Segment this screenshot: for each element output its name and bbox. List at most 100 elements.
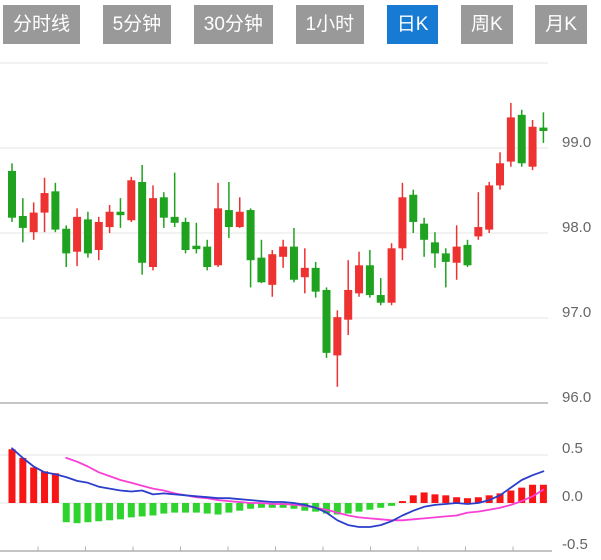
- macd-bar: [463, 498, 471, 503]
- price-axis-labels: 99.0 98.0 97.0 96.0: [562, 134, 591, 406]
- tab-daily-k[interactable]: 日K: [386, 5, 439, 44]
- candle-body: [387, 248, 396, 303]
- macd-bar: [182, 503, 190, 513]
- macd-bar: [106, 503, 114, 521]
- candle-body: [159, 197, 168, 218]
- candle-body: [289, 246, 298, 280]
- candle-body: [148, 198, 157, 267]
- svg-text:97.0: 97.0: [562, 304, 591, 321]
- candle-body: [105, 211, 114, 228]
- candle-body: [83, 219, 92, 254]
- candle-body: [452, 246, 461, 263]
- candle-body: [257, 257, 266, 283]
- macd-bar: [333, 503, 341, 515]
- macd-bar: [507, 490, 515, 503]
- macd-bar: [420, 492, 428, 503]
- macd-bar: [496, 493, 504, 503]
- macd-bar: [19, 457, 27, 503]
- svg-text:0.5: 0.5: [562, 440, 583, 457]
- macd-bar: [214, 503, 222, 515]
- candle-body: [311, 267, 320, 292]
- macd-bar: [116, 503, 124, 520]
- svg-text:0.0: 0.0: [562, 488, 583, 505]
- candle-body: [127, 180, 136, 221]
- candle-body: [40, 193, 49, 213]
- candle-body: [18, 216, 27, 228]
- candle-body: [376, 295, 385, 303]
- macd-histogram: [8, 449, 547, 524]
- macd-bar: [95, 503, 103, 522]
- candle-body: [29, 212, 38, 233]
- macd-bar: [453, 497, 461, 503]
- candle-body: [485, 185, 494, 230]
- candle-body: [8, 170, 16, 218]
- candle-body: [203, 246, 212, 267]
- tab-weekly-k[interactable]: 周K: [460, 5, 513, 44]
- macd-bar: [355, 503, 363, 512]
- macd-bar: [279, 503, 287, 508]
- tab-1hour[interactable]: 1小时: [295, 5, 365, 44]
- candle-body: [73, 216, 82, 252]
- macd-bar: [51, 473, 59, 503]
- macd-bar: [41, 471, 49, 503]
- macd-bar: [344, 503, 352, 514]
- tab-5min[interactable]: 5分钟: [102, 5, 172, 44]
- dif-line: [11, 447, 545, 528]
- tab-monthly-k[interactable]: 月K: [535, 5, 587, 44]
- candle-body: [528, 126, 537, 167]
- candle-body: [192, 245, 201, 250]
- macd-bar: [529, 484, 537, 503]
- macd-bar: [366, 503, 374, 510]
- macd-bar: [30, 467, 38, 503]
- dea-line-group: [65, 456, 545, 522]
- timeframe-tabbar: 分时线 5分钟 30分钟 1小时 日K 周K 月K: [3, 5, 587, 44]
- candle-body: [170, 216, 179, 223]
- macd-gridlines: [0, 454, 548, 504]
- macd-bar: [225, 503, 233, 513]
- candle-series: [8, 102, 548, 387]
- tab-30min[interactable]: 30分钟: [193, 5, 273, 44]
- macd-bar: [268, 503, 276, 508]
- candle-body: [474, 227, 483, 237]
- macd-bar: [518, 487, 526, 503]
- candle-body: [517, 114, 526, 164]
- macd-bar: [236, 503, 244, 511]
- macd-bar: [203, 503, 211, 514]
- candle-body: [409, 194, 418, 222]
- macd-bar: [8, 449, 16, 503]
- macd-bar: [138, 503, 146, 517]
- macd-bar: [171, 503, 179, 513]
- x-axis: [0, 546, 552, 552]
- svg-text:96.0: 96.0: [562, 389, 591, 406]
- candle-body: [214, 208, 223, 266]
- macd-bar: [84, 503, 92, 523]
- macd-bar: [290, 503, 298, 509]
- candle-body: [224, 210, 233, 228]
- macd-axis-labels: 0.5 0.0 -0.5: [562, 440, 588, 553]
- tab-time-line[interactable]: 分时线: [3, 5, 81, 44]
- macd-bar: [442, 495, 450, 503]
- macd-bar: [257, 503, 265, 508]
- candle-body: [344, 289, 353, 320]
- macd-bar: [409, 495, 417, 503]
- candle-body: [333, 317, 342, 356]
- candle-body: [181, 221, 190, 250]
- candle-body: [496, 163, 505, 186]
- macd-bar: [73, 503, 81, 524]
- candle-body: [300, 267, 309, 278]
- candle-body: [116, 211, 125, 216]
- candle-body: [398, 197, 407, 249]
- candle-body: [539, 127, 548, 131]
- candle-body: [463, 244, 472, 266]
- macd-bar: [160, 503, 168, 514]
- candle-body: [322, 289, 331, 353]
- candle-body: [279, 246, 288, 257]
- candle-body: [51, 191, 60, 230]
- svg-text:99.0: 99.0: [562, 134, 591, 151]
- svg-text:98.0: 98.0: [562, 219, 591, 236]
- macd-bar: [323, 503, 331, 514]
- candle-body: [355, 265, 364, 294]
- macd-bar: [192, 503, 200, 513]
- candle-body: [94, 221, 103, 250]
